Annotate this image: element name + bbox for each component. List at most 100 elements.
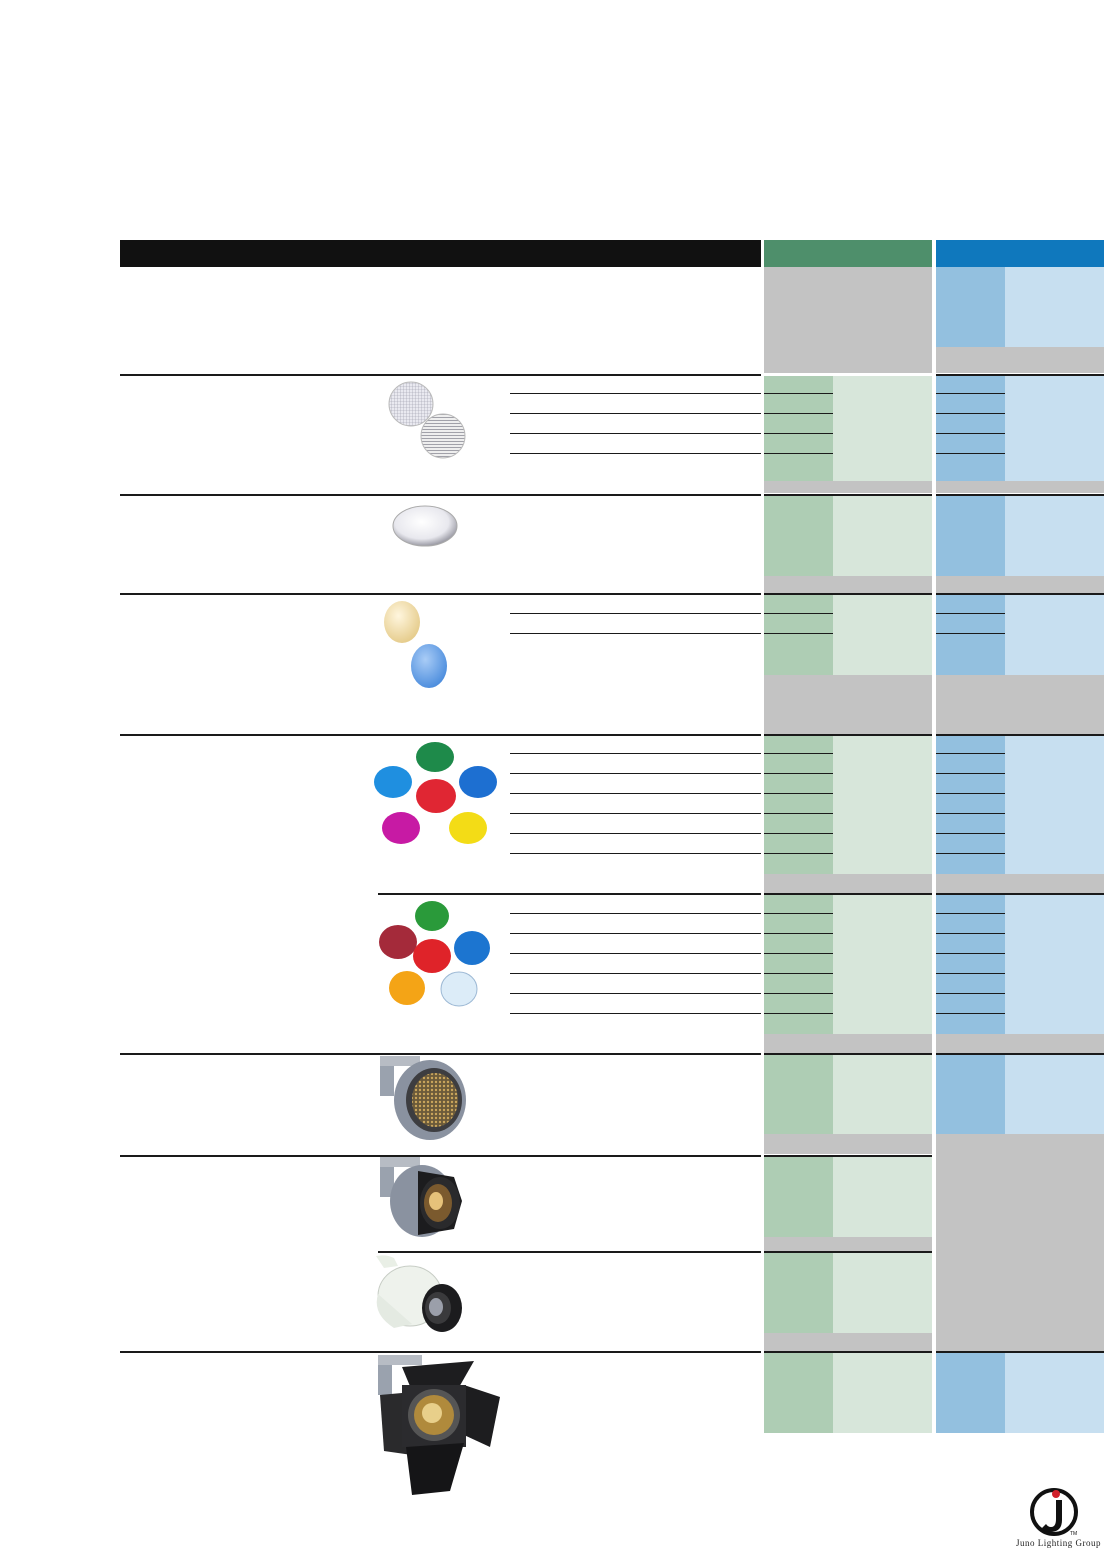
green-code-cell bbox=[764, 1353, 833, 1433]
grid-lens-discs-icon bbox=[388, 381, 466, 459]
row-line-green bbox=[764, 913, 833, 914]
blue-detail-cell bbox=[1005, 1353, 1104, 1433]
row-line-blue bbox=[936, 633, 1005, 634]
section-divider bbox=[120, 1351, 761, 1353]
row-line-blue bbox=[936, 953, 1005, 954]
row-line bbox=[510, 433, 761, 434]
row-line-blue bbox=[936, 973, 1005, 974]
row-line-blue bbox=[936, 833, 1005, 834]
section-divider bbox=[764, 734, 932, 736]
row-line-green bbox=[764, 413, 833, 414]
green-detail-cell bbox=[833, 1353, 932, 1433]
gray-strip bbox=[764, 1237, 932, 1251]
row-line-green bbox=[764, 793, 833, 794]
section-divider bbox=[764, 1251, 932, 1253]
section-divider bbox=[120, 374, 761, 376]
row-line bbox=[510, 453, 761, 454]
gray-strip bbox=[936, 576, 1104, 593]
row-line-blue bbox=[936, 793, 1005, 794]
section-divider bbox=[936, 494, 1104, 496]
barn-doors-fixture-icon bbox=[378, 1355, 500, 1495]
row-line bbox=[510, 913, 761, 914]
blue-code-cell bbox=[936, 376, 1005, 481]
clear-lens-disc-icon bbox=[392, 505, 458, 547]
row-line-green bbox=[764, 433, 833, 434]
brand-name: Juno Lighting Group bbox=[1016, 1538, 1101, 1548]
row-line-blue bbox=[936, 413, 1005, 414]
header-blue-gray bbox=[936, 347, 1104, 373]
gray-strip bbox=[936, 675, 1104, 734]
row-line-green bbox=[764, 393, 833, 394]
row-line bbox=[510, 1013, 761, 1014]
green-detail-cell bbox=[833, 736, 932, 874]
color-filter-discs-icon bbox=[379, 901, 490, 1007]
row-line-green bbox=[764, 613, 833, 614]
honeycomb-louver-fixture-icon bbox=[380, 1056, 466, 1140]
section-divider bbox=[936, 593, 1104, 595]
row-line bbox=[510, 413, 761, 414]
green-detail-cell bbox=[833, 376, 932, 481]
row-line-green bbox=[764, 853, 833, 854]
row-line-blue bbox=[936, 393, 1005, 394]
green-code-cell bbox=[764, 496, 833, 576]
header-green-info bbox=[764, 267, 932, 373]
row-line bbox=[510, 933, 761, 934]
row-line bbox=[510, 993, 761, 994]
blue-detail-cell bbox=[1005, 895, 1104, 1034]
gray-strip bbox=[936, 1034, 1104, 1053]
header-blue-column bbox=[936, 240, 1104, 267]
trademark-label: TM bbox=[1070, 1531, 1077, 1537]
snoot-fixture-white-icon bbox=[376, 1255, 462, 1332]
row-line-green bbox=[764, 813, 833, 814]
row-line bbox=[510, 833, 761, 834]
row-line bbox=[510, 853, 761, 854]
header-black-bar bbox=[120, 240, 761, 267]
section-divider bbox=[936, 1053, 1104, 1055]
amber-blue-filter-discs-icon bbox=[384, 601, 447, 688]
section-divider bbox=[764, 893, 932, 895]
section-divider bbox=[764, 1053, 932, 1055]
row-line-green bbox=[764, 973, 833, 974]
gray-strip bbox=[764, 1034, 932, 1053]
green-code-cell bbox=[764, 895, 833, 1034]
section-divider bbox=[120, 593, 761, 595]
gray-strip bbox=[764, 576, 932, 593]
row-line-blue bbox=[936, 613, 1005, 614]
gray-strip bbox=[764, 1333, 932, 1351]
section-divider bbox=[936, 374, 1104, 376]
gray-strip bbox=[936, 481, 1104, 493]
section-divider bbox=[936, 893, 1104, 895]
section-divider bbox=[764, 1351, 932, 1353]
row-line bbox=[510, 793, 761, 794]
section-divider bbox=[764, 593, 932, 595]
row-line bbox=[510, 773, 761, 774]
row-line-green bbox=[764, 933, 833, 934]
row-line-blue bbox=[936, 433, 1005, 434]
row-line-blue bbox=[936, 1013, 1005, 1014]
section-divider bbox=[764, 494, 932, 496]
blue-code-cell bbox=[936, 736, 1005, 874]
gray-strip bbox=[764, 481, 932, 493]
row-line-blue bbox=[936, 813, 1005, 814]
green-code-cell bbox=[764, 1055, 833, 1134]
row-line bbox=[510, 973, 761, 974]
row-line-green bbox=[764, 773, 833, 774]
blue-code-cell bbox=[936, 496, 1005, 576]
green-code-cell bbox=[764, 376, 833, 481]
row-line-green bbox=[764, 993, 833, 994]
blue-code-cell bbox=[936, 595, 1005, 675]
header-blue-info-left bbox=[936, 267, 1005, 347]
row-line-green bbox=[764, 633, 833, 634]
section-divider bbox=[120, 1155, 761, 1157]
green-detail-cell bbox=[833, 1157, 932, 1237]
section-divider bbox=[764, 1155, 932, 1157]
section-divider bbox=[120, 1053, 761, 1055]
row-line-blue bbox=[936, 933, 1005, 934]
green-code-cell bbox=[764, 736, 833, 874]
row-line bbox=[510, 633, 761, 634]
row-line-green bbox=[764, 1013, 833, 1014]
juno-logo-icon: TM bbox=[1030, 1488, 1078, 1537]
row-line-blue bbox=[936, 773, 1005, 774]
row-line-blue bbox=[936, 993, 1005, 994]
snoot-fixture-icon bbox=[380, 1157, 462, 1237]
